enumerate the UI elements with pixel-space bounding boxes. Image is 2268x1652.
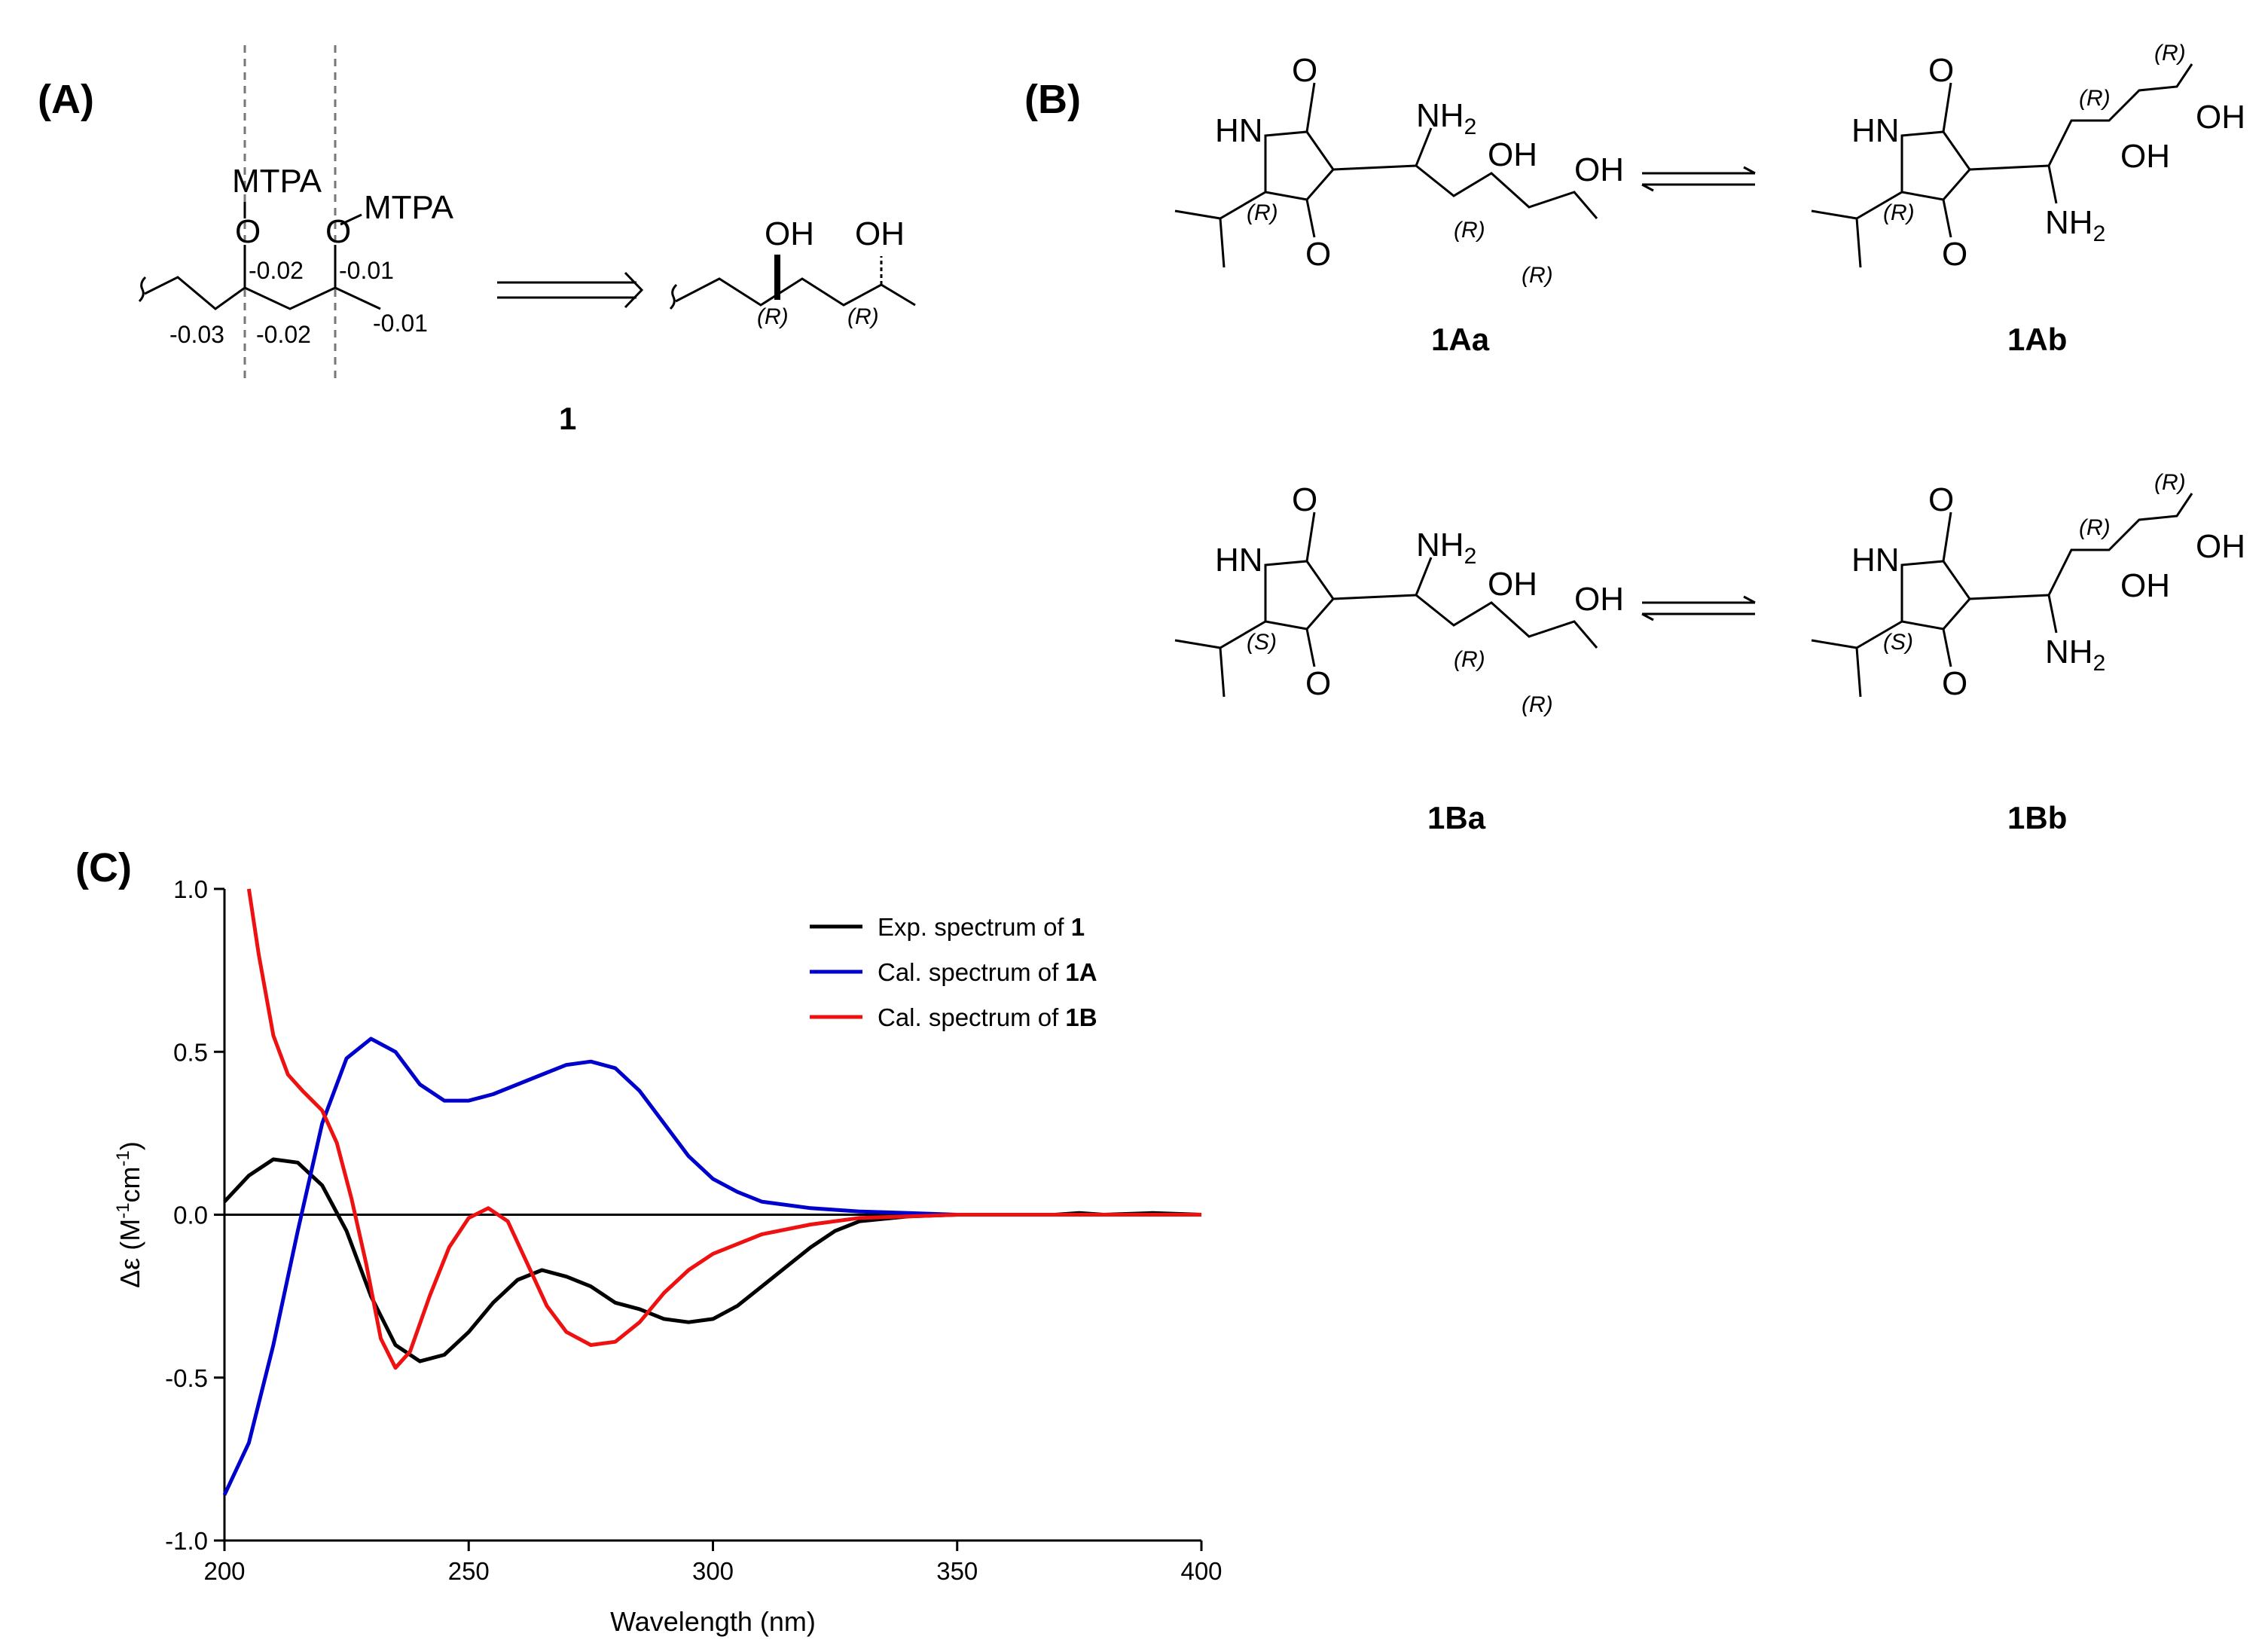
label-1Ba: 1Ba [1427, 800, 1486, 835]
svg-text:O: O [1942, 236, 1967, 273]
svg-text:O: O [1928, 481, 1954, 518]
delta-value-4: -0.02 [256, 321, 311, 348]
series-line-2 [246, 888, 1201, 1370]
svg-text:OH: OH [1488, 566, 1537, 603]
y-ticks: 1.0 0.5 0.0 -0.5 -1.0 [165, 875, 224, 1555]
svg-text:O: O [1292, 481, 1317, 518]
stereo-label-2: (R) [847, 304, 879, 329]
series-line-0 [223, 1157, 1202, 1363]
oh-label-1: OH [765, 215, 814, 252]
series-line-1 [222, 1037, 1201, 1496]
svg-text:(R): (R) [2079, 86, 2111, 111]
legend-entry-2: Cal. spectrum of 1B [878, 1003, 1097, 1031]
svg-text:(R): (R) [1454, 218, 1485, 243]
label-1Bb: 1Bb [2007, 800, 2067, 835]
panel-label-b: (B) [1024, 77, 1081, 122]
y-tick-label: 0.5 [173, 1038, 208, 1066]
svg-text:(R): (R) [1883, 200, 1915, 225]
oxygen-right: O [325, 213, 351, 250]
wavy-bond [138, 276, 147, 303]
y-tick-label: -0.5 [165, 1364, 208, 1392]
svg-text:OH: OH [2196, 99, 2245, 136]
series-group [222, 888, 1202, 1496]
y-tick-label: -1.0 [165, 1527, 208, 1555]
x-tick-label: 300 [692, 1557, 734, 1585]
svg-text:OH: OH [1574, 151, 1624, 188]
label-1Aa: 1Aa [1431, 322, 1490, 357]
svg-text:NH2: NH2 [2045, 204, 2105, 246]
compound-1-label: 1 [559, 401, 576, 436]
x-tick-label: 250 [448, 1557, 490, 1585]
equilibrium-arrow-top [1641, 166, 1756, 192]
svg-text:O: O [1305, 236, 1331, 273]
y-tick-label: 1.0 [173, 875, 208, 903]
svg-text:(S): (S) [1247, 630, 1277, 655]
svg-text:HN: HN [1851, 542, 1900, 579]
svg-text:O: O [1942, 665, 1967, 702]
x-tick-label: 350 [936, 1557, 978, 1585]
svg-text:NH2: NH2 [1416, 97, 1476, 139]
label-1Ab: 1Ab [2007, 322, 2067, 357]
delta-value-2: -0.01 [339, 257, 394, 284]
stereo-label-1: (R) [757, 304, 789, 329]
legend-entry-0: Exp. spectrum of 1 [878, 913, 1085, 941]
legend-entry-1: Cal. spectrum of 1A [878, 958, 1097, 986]
svg-text:(R): (R) [1454, 647, 1485, 672]
svg-text:HN: HN [1215, 542, 1263, 579]
svg-text:(R): (R) [2154, 41, 2186, 66]
svg-text:OH: OH [1488, 136, 1537, 173]
structure-1Ba: HN O O NH2 OH OH (S) (R) (R) 1Ba [1174, 481, 1624, 835]
svg-text:OH: OH [2120, 567, 2170, 604]
structure-1Ab: HN O O NH2 OH OH (R) (R) (R) 1Ab [1811, 41, 2245, 357]
legend: Exp. spectrum of 1 Cal. spectrum of 1A Cal… [810, 913, 1097, 1031]
svg-text:OH: OH [1574, 581, 1624, 618]
svg-text:(R): (R) [1522, 263, 1553, 288]
wedge-bond [774, 255, 780, 300]
svg-text:NH2: NH2 [1416, 527, 1476, 569]
svg-text:(R): (R) [2079, 515, 2111, 540]
oxygen-left: O [235, 213, 261, 250]
mtpa-left-label: MTPA [232, 163, 322, 200]
svg-text:HN: HN [1215, 112, 1263, 149]
y-axis-label: Δε (M-1cm-1) [113, 1141, 145, 1288]
x-ticks: 200 250 300 350 400 [203, 1541, 1223, 1585]
oh-label-2: OH [855, 215, 905, 252]
delta-value-3: -0.03 [169, 321, 224, 348]
delta-value-1: -0.02 [249, 257, 304, 284]
panel-label-a: (A) [38, 77, 94, 122]
svg-text:(R): (R) [1247, 200, 1278, 225]
scheme-b: HN O O NH2 OH OH (R) (R) (R) 1Aa [1174, 41, 2245, 835]
compound-1-chain [675, 277, 916, 307]
svg-text:(R): (R) [2154, 470, 2186, 495]
cd-spectrum-chart: 200 250 300 350 400 1.0 0.5 0.0 -0.5 -1.0 Wavele… [113, 875, 1223, 1637]
svg-text:O: O [1928, 52, 1954, 89]
delta-value-5: -0.01 [373, 310, 428, 337]
scheme-a: MTPA MTPA O O -0.02 -0.01 -0.03 -0.02 -0… [138, 45, 916, 436]
y-tick-label: 0.0 [173, 1202, 208, 1229]
x-axis-label: Wavelength (nm) [610, 1606, 816, 1637]
structure-1Aa: HN O O NH2 OH OH (R) (R) (R) 1Aa [1174, 52, 1624, 357]
svg-text:NH2: NH2 [2045, 634, 2105, 676]
svg-text:OH: OH [2120, 138, 2170, 175]
mtpa-bond-right [340, 213, 362, 226]
panel-label-c: (C) [75, 845, 132, 890]
svg-text:(R): (R) [1522, 692, 1553, 717]
svg-text:OH: OH [2196, 528, 2245, 565]
x-tick-label: 200 [203, 1557, 245, 1585]
equilibrium-arrow-bottom [1641, 595, 1756, 621]
svg-text:(S): (S) [1883, 630, 1913, 655]
svg-text:HN: HN [1851, 112, 1900, 149]
x-tick-label: 400 [1180, 1557, 1222, 1585]
structure-1Bb: HN O O NH2 OH OH (S) (R) (R) 1Bb [1811, 470, 2245, 835]
svg-text:O: O [1305, 665, 1331, 702]
wavy-bond-2 [669, 283, 678, 310]
svg-text:O: O [1292, 52, 1317, 89]
mtpa-right-label: MTPA [364, 189, 454, 226]
retro-arrow [497, 271, 644, 309]
